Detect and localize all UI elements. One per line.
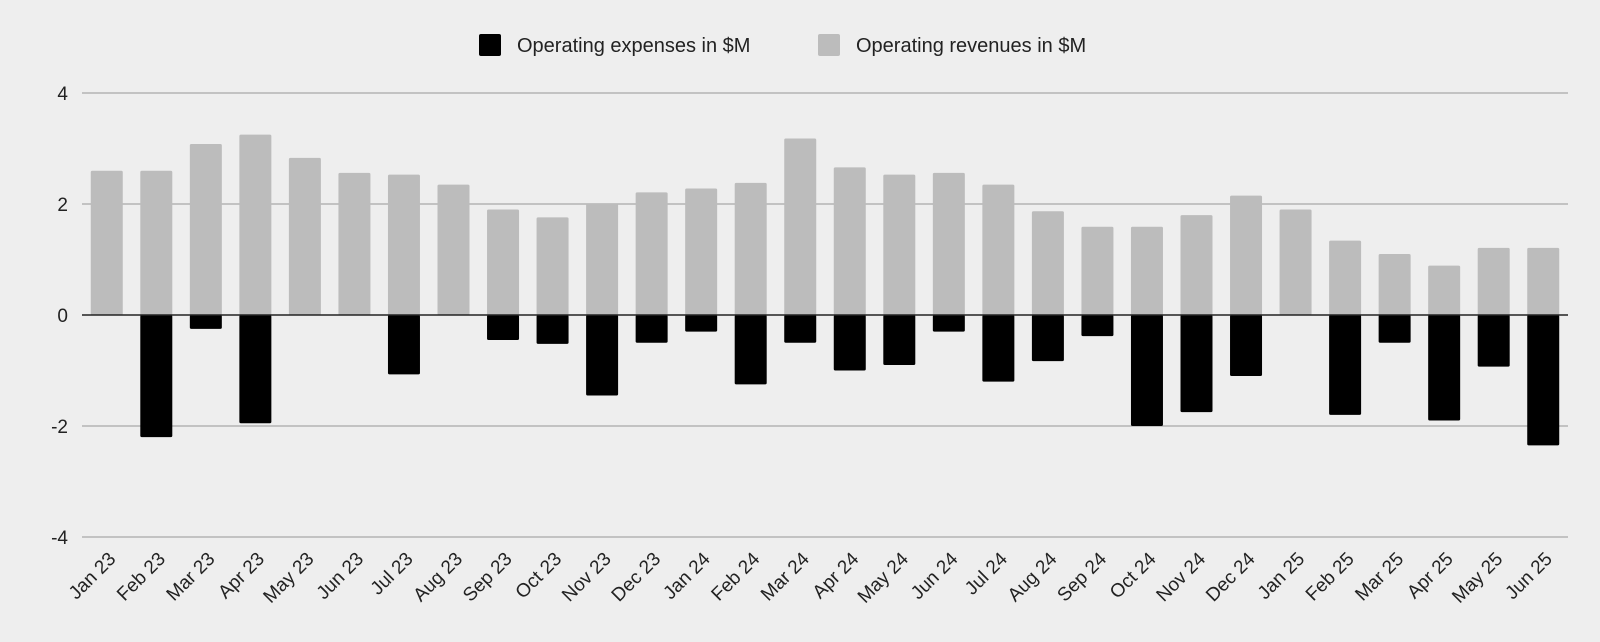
expense-bar xyxy=(635,315,668,343)
expense-bar xyxy=(982,315,1015,382)
expense-bar xyxy=(1428,315,1461,421)
revenue-bar xyxy=(239,134,272,315)
expense-bar xyxy=(536,315,569,344)
revenue-bar xyxy=(586,204,619,315)
revenue-bar xyxy=(1477,247,1510,315)
revenue-bar xyxy=(1378,253,1411,315)
expense-bar xyxy=(784,315,817,343)
x-tick-label: Dec 24 xyxy=(1202,548,1260,606)
revenue-bar xyxy=(387,174,420,315)
expense-bar xyxy=(932,315,965,332)
expense-bar xyxy=(487,315,520,340)
bars xyxy=(90,134,1560,446)
legend: Operating expenses in $M Operating revenu… xyxy=(479,34,1086,57)
revenue-bar xyxy=(189,144,222,315)
expense-bar xyxy=(734,315,767,385)
x-tick-label: Jan 23 xyxy=(65,549,120,604)
x-tick-label: Sep 24 xyxy=(1054,548,1112,606)
expense-bar xyxy=(1329,315,1362,415)
revenue-bar xyxy=(90,170,123,315)
revenue-bar xyxy=(883,174,916,315)
y-tick-label: 0 xyxy=(57,306,68,327)
gridlines xyxy=(82,92,1568,538)
expense-bar xyxy=(883,315,916,365)
revenue-bar xyxy=(1527,247,1560,315)
revenue-bar xyxy=(1180,215,1213,315)
x-tick-label: Nov 24 xyxy=(1153,548,1211,606)
x-tick-label: Aug 23 xyxy=(410,549,467,606)
expense-bar xyxy=(586,315,619,396)
revenue-bar xyxy=(734,182,767,315)
revenue-bar xyxy=(437,184,470,315)
x-tick-label: Feb 25 xyxy=(1302,549,1359,606)
expense-bar xyxy=(239,315,272,424)
expense-bar xyxy=(140,315,173,438)
legend-item: Operating expenses in $M xyxy=(479,34,750,57)
revenue-bar xyxy=(1279,209,1312,315)
expense-bar xyxy=(1477,315,1510,367)
x-tick-label: Mar 24 xyxy=(757,548,814,605)
x-tick-label: Feb 24 xyxy=(708,548,765,605)
revenue-bar xyxy=(1031,211,1064,315)
y-axis: 4 2 0 -2 -4 xyxy=(51,84,68,549)
x-tick-label: May 23 xyxy=(260,549,319,608)
revenue-bar xyxy=(536,217,569,315)
revenue-bar xyxy=(1329,240,1362,315)
revenue-bar xyxy=(1428,265,1461,315)
x-tick-label: Jun 24 xyxy=(907,548,962,603)
y-tick-label: 2 xyxy=(57,195,68,216)
revenue-bar xyxy=(288,157,321,315)
expense-bar xyxy=(1378,315,1411,343)
revenue-bar xyxy=(140,170,173,315)
x-tick-label: Jun 25 xyxy=(1502,549,1557,604)
revenue-bar xyxy=(1081,226,1114,315)
x-tick-label: Oct 23 xyxy=(512,549,566,603)
revenue-bar xyxy=(932,172,965,315)
expense-bar xyxy=(387,315,420,375)
x-tick-label: Jan 25 xyxy=(1254,549,1309,604)
revenue-bar xyxy=(1230,195,1263,315)
revenue-bar xyxy=(635,192,668,315)
legend-swatch xyxy=(818,34,840,56)
x-tick-label: Mar 23 xyxy=(163,549,220,606)
legend-label: Operating expenses in $M xyxy=(517,35,750,57)
revenue-bar xyxy=(685,188,718,315)
revenue-bar xyxy=(487,209,520,315)
expense-bar xyxy=(1230,315,1263,377)
x-tick-label: Nov 23 xyxy=(558,549,615,606)
x-tick-label: Jan 24 xyxy=(660,548,715,603)
expense-bar xyxy=(833,315,866,371)
y-tick-label: -2 xyxy=(51,417,68,438)
revenue-bar xyxy=(1130,226,1163,315)
expense-bar xyxy=(189,315,222,329)
revenue-bar xyxy=(833,167,866,315)
expense-bar xyxy=(1527,315,1560,446)
expense-bar xyxy=(685,315,718,332)
x-tick-label: Sep 23 xyxy=(459,549,516,606)
y-tick-label: 4 xyxy=(57,84,68,105)
revenue-bar xyxy=(784,138,817,315)
x-tick-label: May 25 xyxy=(1448,549,1507,608)
x-tick-label: Aug 24 xyxy=(1004,548,1062,606)
expense-bar xyxy=(1180,315,1213,413)
expense-bar xyxy=(1130,315,1163,426)
legend-swatch xyxy=(479,34,501,56)
x-tick-label: Feb 23 xyxy=(113,549,170,606)
x-tick-label: May 24 xyxy=(854,548,913,607)
expense-bar xyxy=(1081,315,1114,337)
x-tick-label: Dec 23 xyxy=(608,549,665,606)
expense-bar xyxy=(1031,315,1064,362)
y-tick-label: -4 xyxy=(51,528,68,549)
revenue-bar xyxy=(338,172,371,315)
legend-item: Operating revenues in $M xyxy=(818,34,1086,57)
revenue-bar xyxy=(982,184,1015,315)
legend-label: Operating revenues in $M xyxy=(856,35,1086,57)
x-tick-label: Mar 25 xyxy=(1352,549,1409,606)
x-tick-label: Oct 24 xyxy=(1106,548,1161,603)
x-tick-label: Jun 23 xyxy=(313,549,368,604)
